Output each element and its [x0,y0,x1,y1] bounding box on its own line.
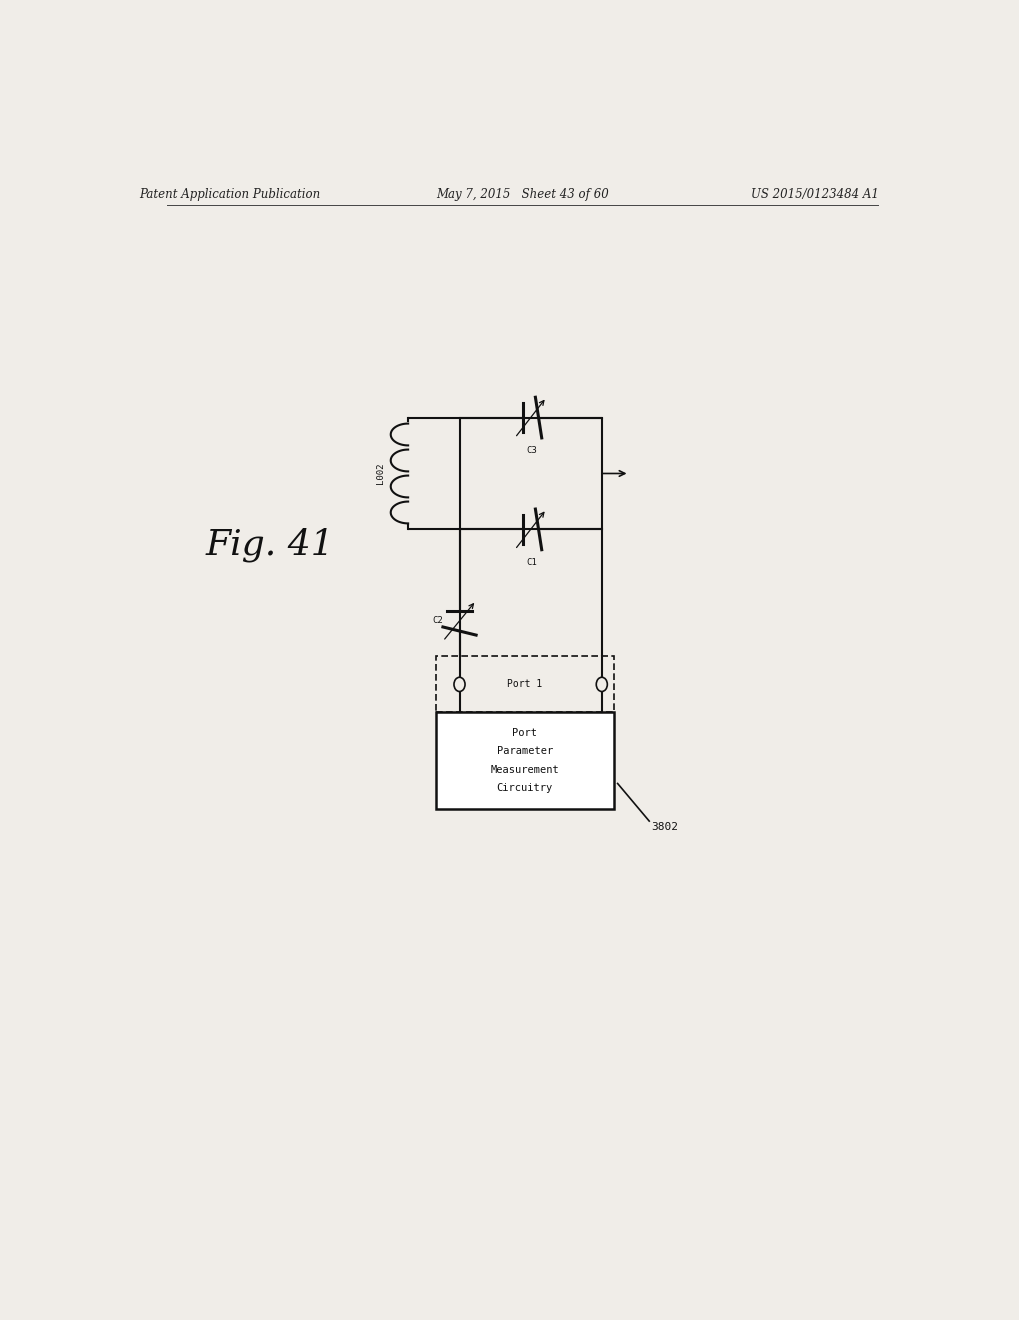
Text: 3802: 3802 [651,822,678,832]
Circle shape [596,677,606,692]
Circle shape [453,677,465,692]
Text: May 7, 2015   Sheet 43 of 60: May 7, 2015 Sheet 43 of 60 [436,189,608,202]
Text: C2: C2 [432,616,442,626]
Text: Port 1: Port 1 [506,680,542,689]
Text: C3: C3 [527,446,537,455]
Text: Fig. 41: Fig. 41 [205,528,334,562]
FancyBboxPatch shape [435,713,613,809]
Text: Measurement: Measurement [490,764,558,775]
Text: Patent Application Publication: Patent Application Publication [140,189,321,202]
Text: US 2015/0123484 A1: US 2015/0123484 A1 [751,189,878,202]
Text: Parameter: Parameter [496,747,552,756]
Text: Port: Port [512,729,537,738]
Text: L002: L002 [376,463,384,484]
Text: C1: C1 [527,558,537,566]
Text: Circuitry: Circuitry [496,783,552,793]
